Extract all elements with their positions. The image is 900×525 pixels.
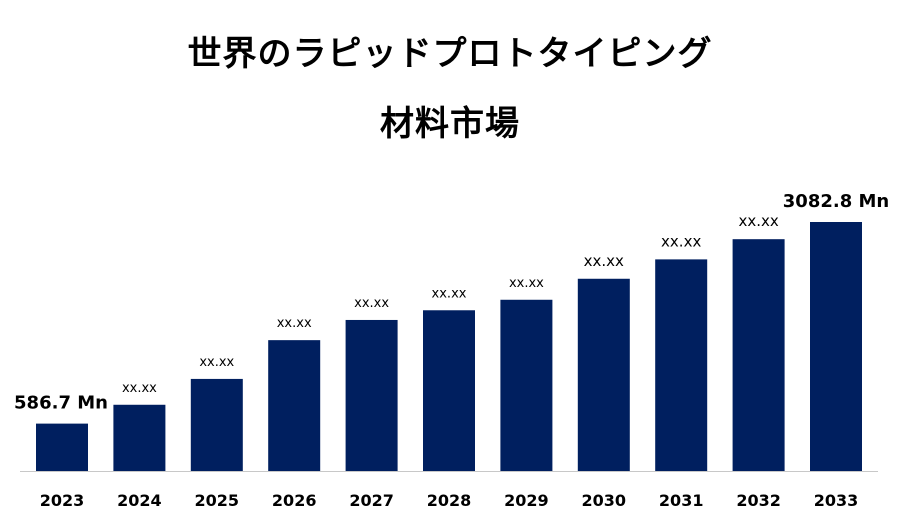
x-tick-label-2033: 2033 xyxy=(814,491,859,510)
data-label-2026: xx.xx xyxy=(277,316,312,331)
x-tick-label-2031: 2031 xyxy=(659,491,704,510)
x-tick-label-2026: 2026 xyxy=(272,491,317,510)
data-label-2033: 3082.8 Mn xyxy=(783,191,889,212)
bar-2030 xyxy=(577,278,630,471)
data-label-2029: xx.xx xyxy=(509,276,544,291)
data-label-2024: xx.xx xyxy=(122,381,157,396)
bar-2024 xyxy=(113,404,166,471)
x-tick-label-2024: 2024 xyxy=(117,491,162,510)
bar-2028 xyxy=(423,310,475,471)
x-tick-label-2027: 2027 xyxy=(349,491,394,510)
bar-2029 xyxy=(500,299,553,471)
x-tick-label-2025: 2025 xyxy=(195,491,240,510)
bar-2032 xyxy=(732,239,785,471)
x-tick-label-2028: 2028 xyxy=(427,491,472,510)
x-tick-label-2023: 2023 xyxy=(40,491,85,510)
data-label-2027: xx.xx xyxy=(354,296,389,311)
bar-2027 xyxy=(345,319,398,471)
bar-2026 xyxy=(268,340,321,471)
data-label-2032: xx.xx xyxy=(738,212,778,230)
data-label-2031: xx.xx xyxy=(661,232,701,250)
bar-2033 xyxy=(810,222,862,471)
data-label-2023: 586.7 Mn xyxy=(14,393,108,414)
data-label-2028: xx.xx xyxy=(432,286,467,301)
chart-title-line2: 材料市場 xyxy=(380,104,520,144)
data-label-2025: xx.xx xyxy=(199,355,234,370)
x-tick-label-2032: 2032 xyxy=(736,491,781,510)
bar-2031 xyxy=(655,259,708,471)
bar-2023 xyxy=(36,423,88,471)
x-tick-label-2029: 2029 xyxy=(504,491,549,510)
bar-2025 xyxy=(190,378,243,471)
x-tick-label-2030: 2030 xyxy=(582,491,627,510)
chart-title-line1: 世界のラピッドプロトタイピング xyxy=(187,34,713,74)
data-label-2030: xx.xx xyxy=(584,252,624,270)
